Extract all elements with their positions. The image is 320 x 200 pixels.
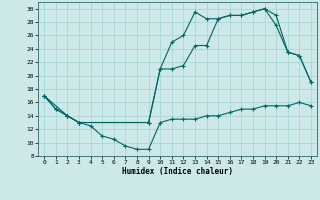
X-axis label: Humidex (Indice chaleur): Humidex (Indice chaleur) — [122, 167, 233, 176]
